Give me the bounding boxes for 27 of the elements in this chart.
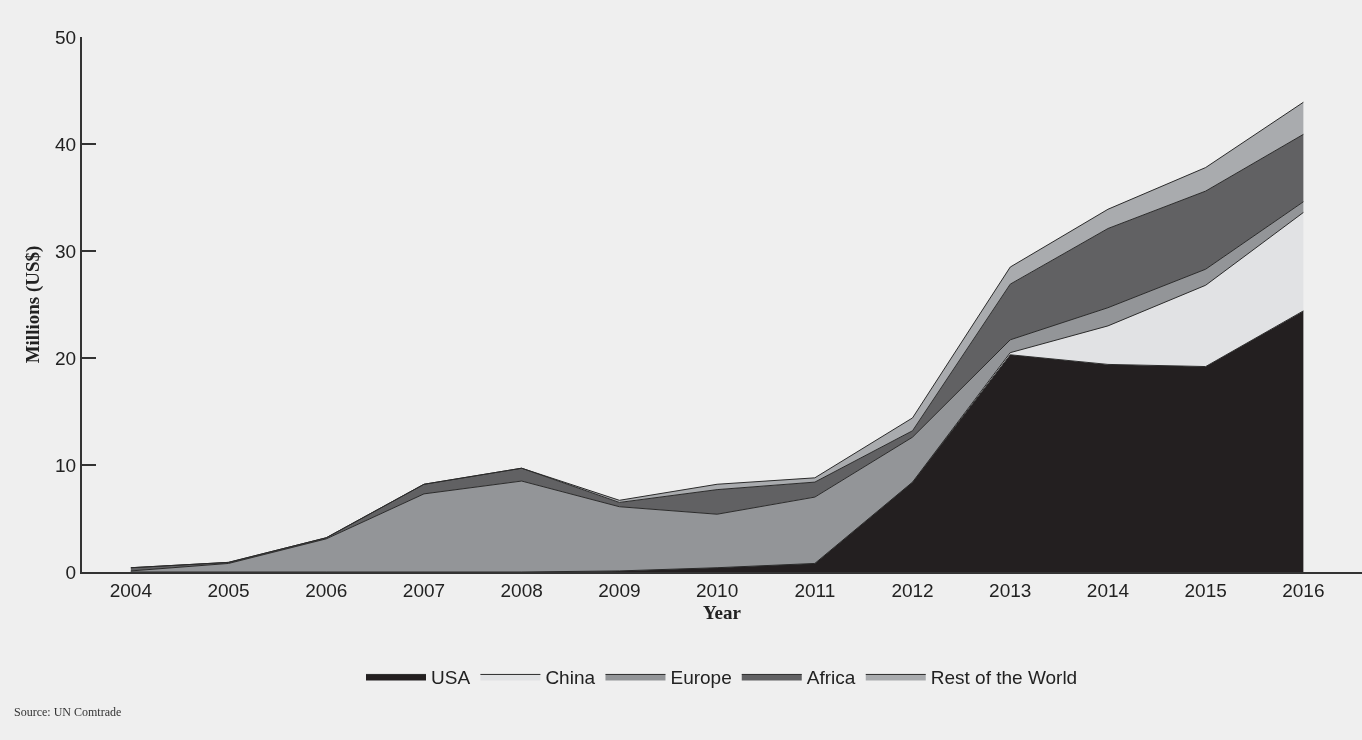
x-tick-label: 2013 xyxy=(989,579,1032,601)
x-tick-label: 2005 xyxy=(207,579,250,601)
legend-label: Rest of the World xyxy=(930,666,1078,688)
y-tick-label: 40 xyxy=(55,133,77,155)
y-axis-title: Millions (US$) xyxy=(22,245,45,364)
x-tick-label: 2012 xyxy=(891,579,934,601)
y-tick-label: 20 xyxy=(55,347,77,369)
source-note: Source: UN Comtrade xyxy=(14,705,122,719)
legend-label: Africa xyxy=(806,666,856,688)
legend-label: China xyxy=(545,666,596,688)
x-tick-label: 2004 xyxy=(109,579,153,601)
x-tick-label: 2009 xyxy=(598,579,641,601)
x-axis-title: Year xyxy=(703,602,742,624)
y-tick-label: 30 xyxy=(55,240,77,262)
x-tick-label: 2011 xyxy=(794,579,836,601)
x-tick-label: 2010 xyxy=(695,579,739,601)
x-tick-label: 2014 xyxy=(1086,579,1130,601)
x-tick-label: 2007 xyxy=(402,579,446,601)
x-tick-label: 2006 xyxy=(305,579,348,601)
legend-label: Europe xyxy=(670,666,732,688)
legend-label: USA xyxy=(431,666,471,688)
y-tick-label: 50 xyxy=(55,26,77,48)
y-tick-label: 0 xyxy=(65,561,77,583)
x-tick-label: 2016 xyxy=(1282,579,1325,601)
y-tick-label: 10 xyxy=(55,454,77,476)
x-tick-label: 2008 xyxy=(500,579,543,601)
x-tick-label: 2015 xyxy=(1184,579,1227,601)
